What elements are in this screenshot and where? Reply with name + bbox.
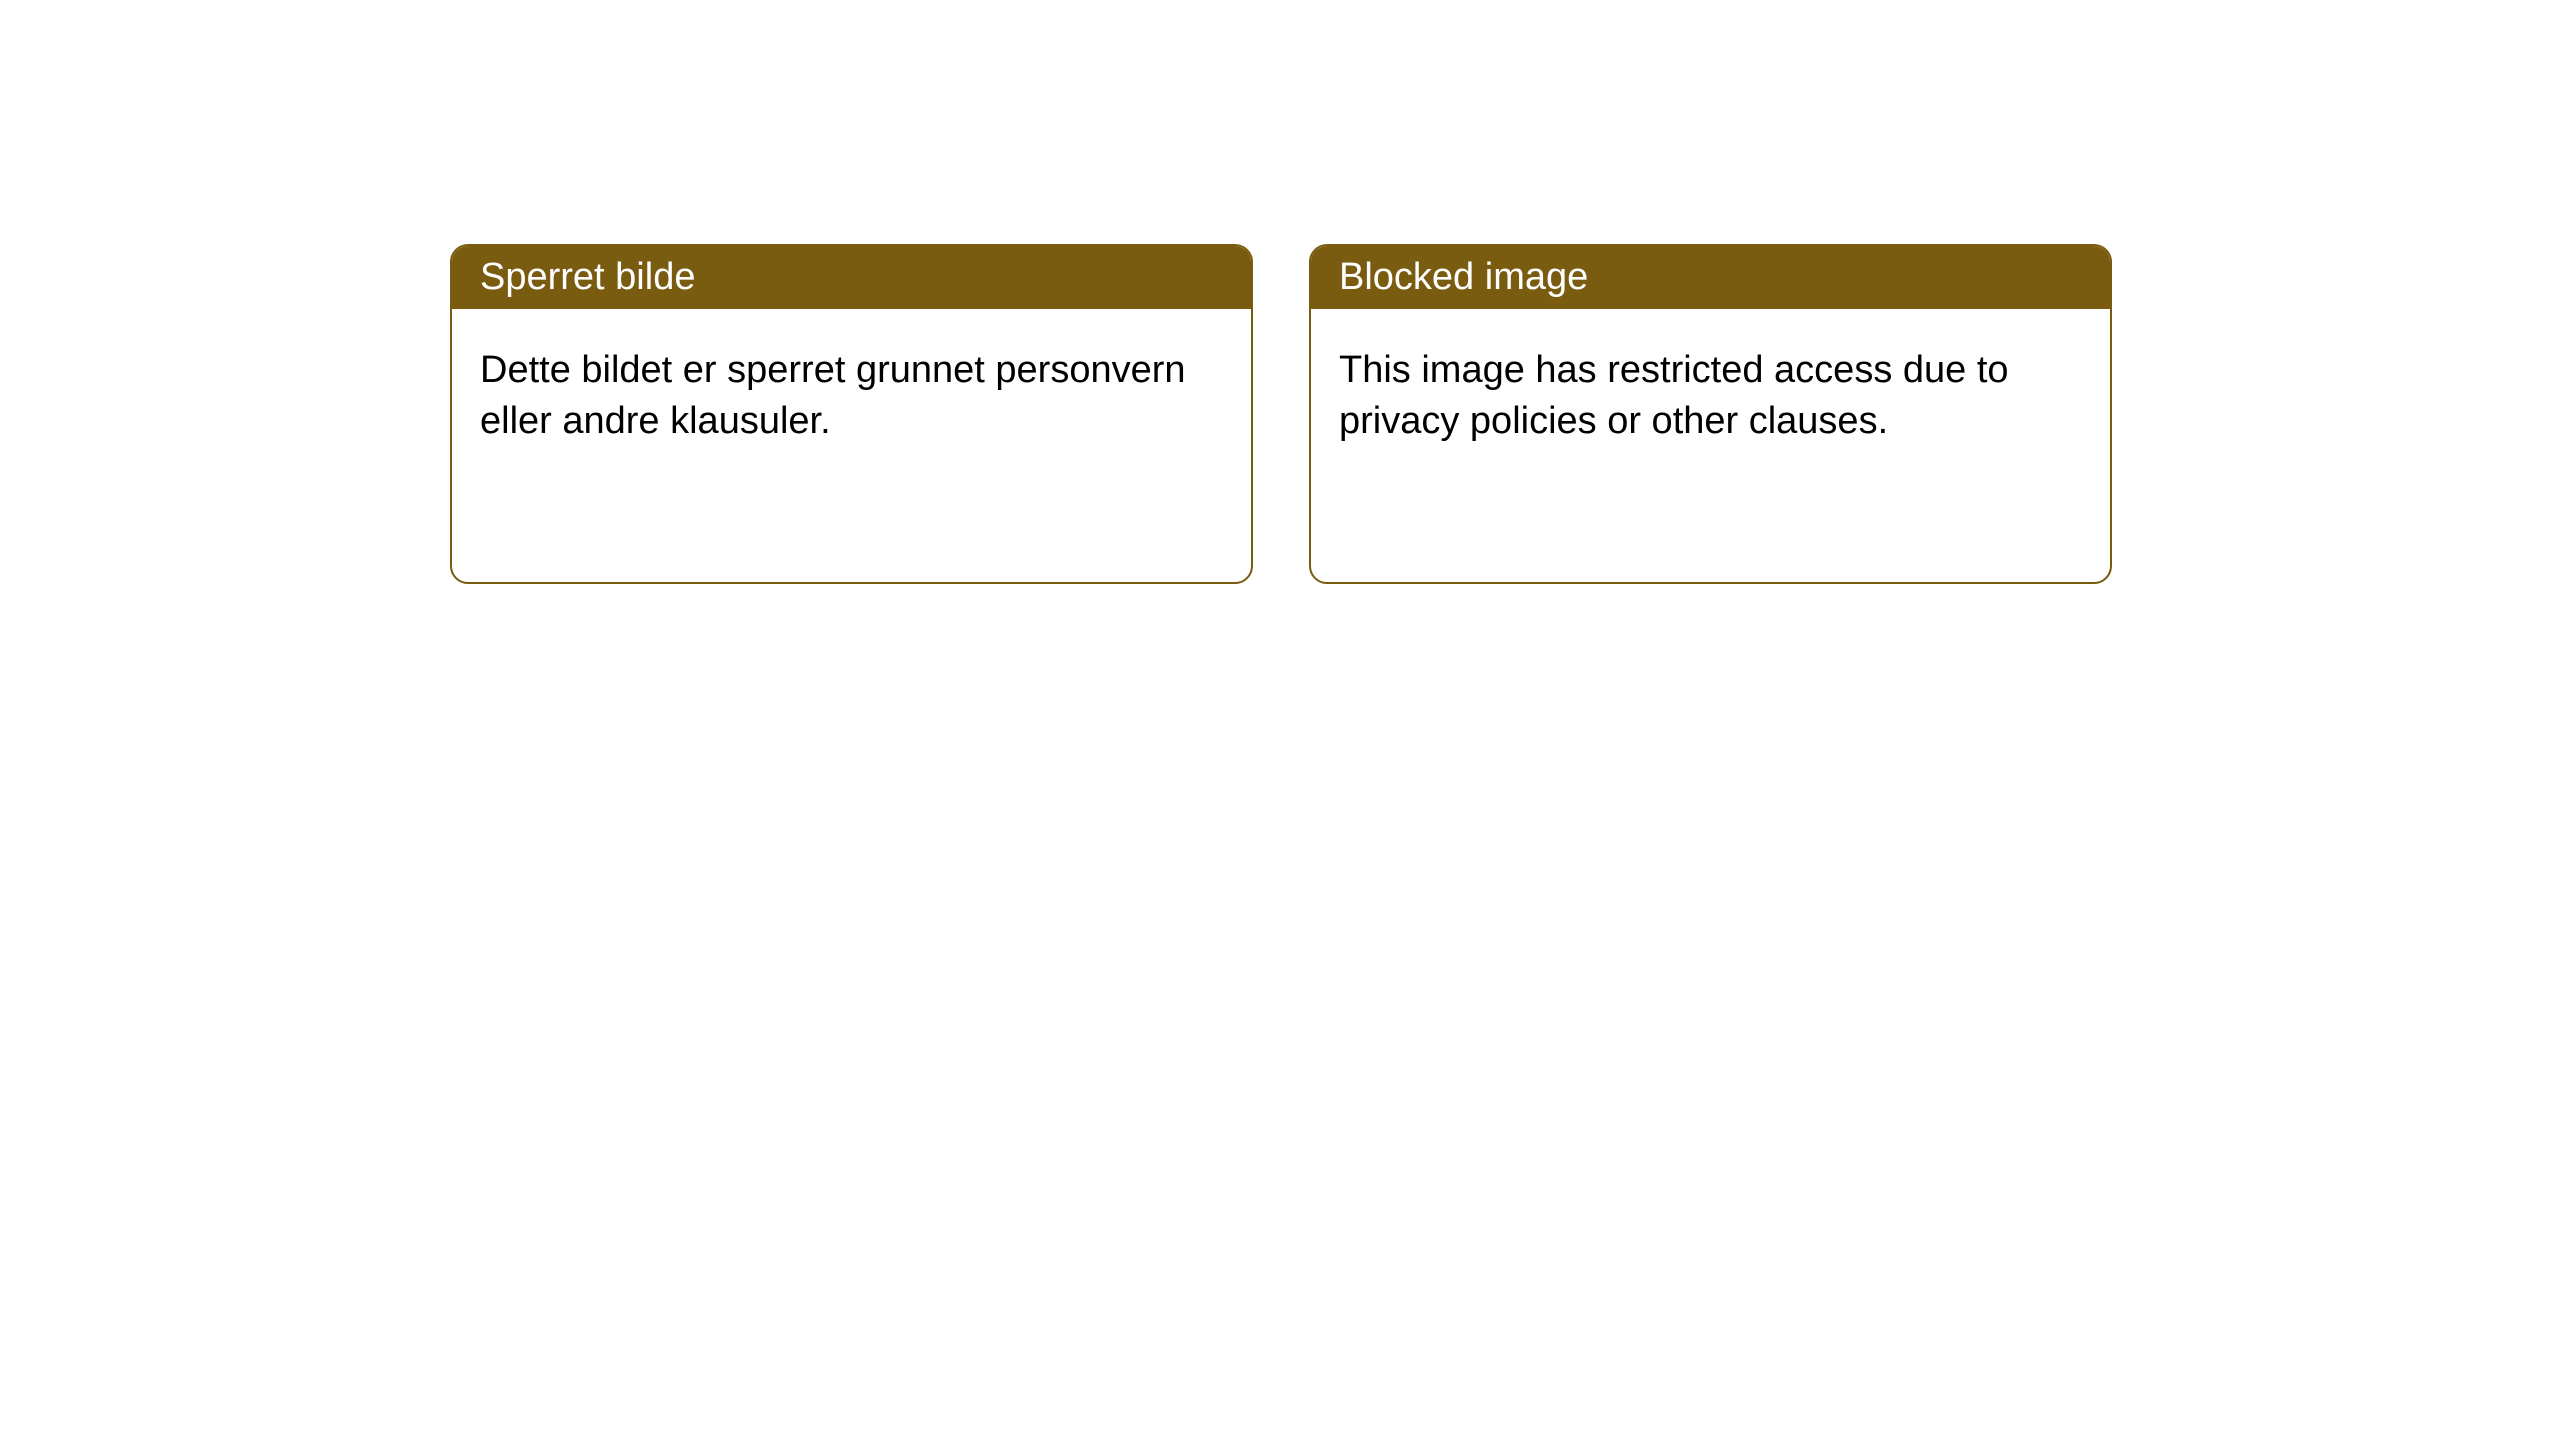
notice-body: Dette bildet er sperret grunnet personve…	[452, 309, 1251, 484]
notice-header: Blocked image	[1311, 246, 2110, 309]
notice-card-norwegian: Sperret bilde Dette bildet er sperret gr…	[450, 244, 1253, 584]
notice-container: Sperret bilde Dette bildet er sperret gr…	[450, 244, 2112, 584]
notice-body: This image has restricted access due to …	[1311, 309, 2110, 484]
notice-header: Sperret bilde	[452, 246, 1251, 309]
notice-card-english: Blocked image This image has restricted …	[1309, 244, 2112, 584]
